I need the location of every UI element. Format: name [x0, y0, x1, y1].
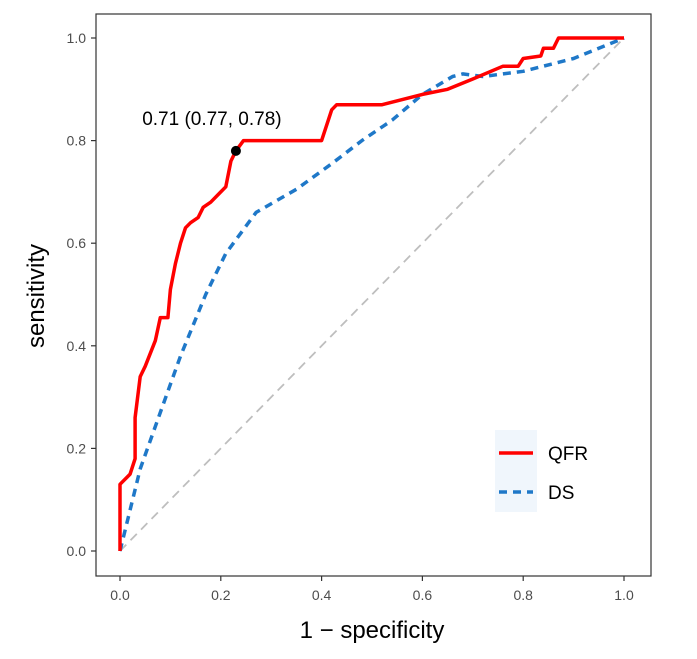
y-tick-label: 0.8: [67, 133, 87, 149]
x-tick-label: 0.8: [513, 587, 533, 603]
legend-label-qfr: QFR: [548, 444, 588, 465]
x-axis-title: 1 − specificity: [300, 617, 445, 644]
y-tick-label: 0.0: [67, 543, 87, 559]
x-tick-label: 0.0: [110, 587, 130, 603]
legend: QFR DS: [495, 430, 588, 512]
legend-key-background: [495, 430, 537, 512]
x-tick-label: 1.0: [614, 587, 634, 603]
series-lines: [118, 36, 625, 552]
x-tick-label: 0.6: [413, 587, 433, 603]
series-line-ds: [118, 36, 625, 552]
y-tick-label: 1.0: [67, 30, 87, 46]
legend-label-ds: DS: [548, 483, 574, 504]
x-axis: 0.0 0.2 0.4 0.6 0.8 1.0: [110, 576, 634, 603]
highlight-point: [230, 145, 241, 156]
series-line-qfr: [118, 36, 624, 551]
x-tick-label: 0.4: [312, 587, 332, 603]
y-tick-label: 0.4: [67, 338, 87, 354]
y-tick-label: 0.6: [67, 235, 87, 251]
y-axis: 0.0 0.2 0.4 0.6 0.8 1.0: [67, 30, 96, 559]
y-axis-title: sensitivity: [23, 244, 50, 348]
y-tick-label: 0.2: [67, 440, 87, 456]
x-tick-label: 0.2: [211, 587, 231, 603]
highlight-annotation: 0.71 (0.77, 0.78): [142, 109, 281, 130]
